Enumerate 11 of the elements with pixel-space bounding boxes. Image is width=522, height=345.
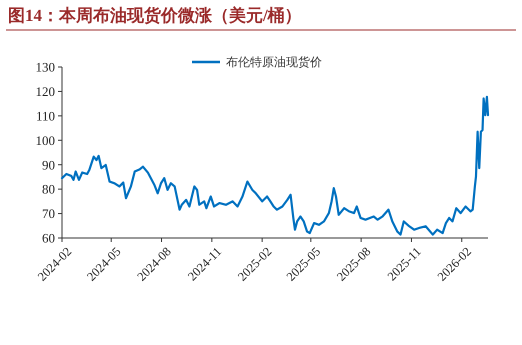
y-tick-label: 130 bbox=[36, 60, 55, 75]
y-tick-label: 70 bbox=[42, 206, 55, 222]
y-tick-label: 110 bbox=[36, 108, 55, 124]
chart-title: 图14：本周布油现货价微涨（美元/桶） bbox=[8, 6, 302, 25]
legend-label: 布伦特原油现货价 bbox=[226, 55, 322, 70]
y-tick-label: 80 bbox=[42, 182, 55, 197]
line-series bbox=[60, 96, 490, 236]
y-tick-label: 100 bbox=[36, 132, 55, 148]
y-tick-label: 60 bbox=[42, 230, 55, 246]
y-tick-label: 90 bbox=[42, 157, 55, 172]
y-tick-label: 120 bbox=[36, 84, 55, 99]
